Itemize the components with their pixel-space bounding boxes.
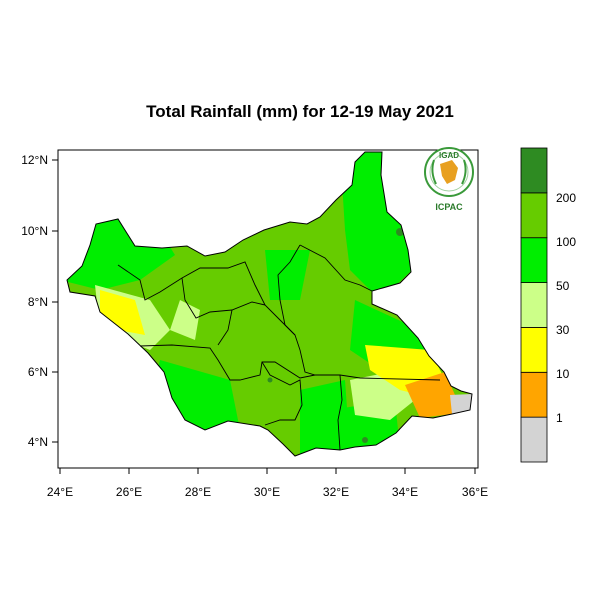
laurel-icon (431, 159, 437, 185)
country-border (66, 151, 473, 457)
legend-label: 1 (556, 411, 563, 425)
legend-bin (520, 147, 548, 194)
rainfall-field (67, 152, 472, 456)
legend-label: 50 (556, 279, 570, 293)
y-tick-label: 4°N (28, 435, 48, 449)
x-tick-label: 36°E (462, 485, 488, 499)
legend-label: 200 (556, 191, 576, 205)
legend-bin (520, 327, 548, 373)
legend-colorbar (520, 147, 548, 463)
map-title: Total Rainfall (mm) for 12-19 May 2021 (146, 102, 454, 121)
y-tick-label: 10°N (21, 224, 48, 238)
legend-label: 100 (556, 235, 576, 249)
legend-bin (520, 237, 548, 283)
legend-bin (520, 282, 548, 328)
x-tick-label: 28°E (185, 485, 211, 499)
y-tick-label: 12°N (21, 153, 48, 167)
legend-bin (520, 416, 548, 463)
plot-frame (57, 149, 479, 469)
y-tick-label: 8°N (28, 295, 48, 309)
x-axis-ticks (59, 468, 476, 474)
legend-bin (520, 192, 548, 239)
x-tick-label: 34°E (392, 485, 418, 499)
legend-label: 30 (556, 323, 570, 337)
x-tick-label: 32°E (323, 485, 349, 499)
icpac-logo: IGAD ICPAC (424, 147, 474, 212)
laurel-icon (461, 159, 467, 185)
logo-top-text: IGAD (439, 151, 459, 160)
state-boundaries (117, 244, 441, 451)
legend-bin (520, 371, 548, 418)
logo-bottom-text: ICPAC (435, 202, 463, 212)
africa-icon (440, 160, 458, 184)
x-tick-label: 26°E (116, 485, 142, 499)
y-tick-label: 6°N (28, 365, 48, 379)
legend-label: 10 (556, 367, 570, 381)
x-tick-label: 30°E (254, 485, 280, 499)
y-axis-ticks (52, 159, 58, 443)
x-tick-label: 24°E (47, 485, 73, 499)
